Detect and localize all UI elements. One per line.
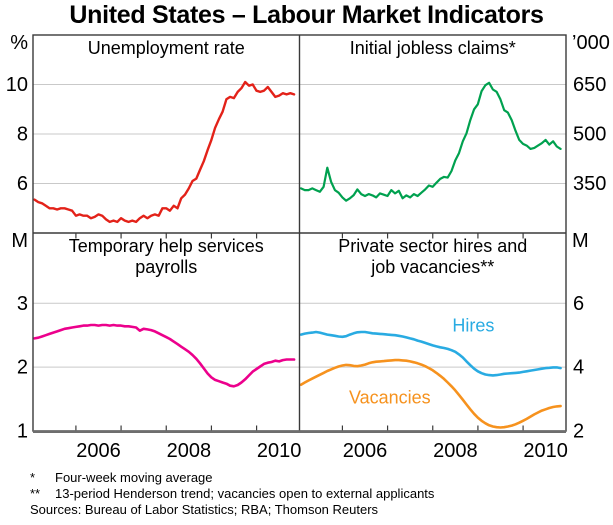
- vacancies-line: [299, 358, 562, 429]
- panel-title: Private sector hires and: [338, 236, 527, 256]
- footnotes: * Four-week moving average ** 13-period …: [30, 470, 605, 518]
- jobless-claims-line: [299, 81, 562, 202]
- x-tick-label: 2010: [523, 440, 568, 462]
- panel-initial-jobless-claims: 350 500 650 ’000 Initial jobless claims*: [299, 32, 610, 202]
- y-tick-label: 500: [573, 124, 606, 146]
- axis-unit-label: M: [11, 230, 28, 252]
- x-tick-label: 2008: [433, 440, 478, 462]
- unemployment-line: [33, 80, 296, 224]
- hires-line: [299, 330, 562, 377]
- panel-title: Initial jobless claims*: [350, 38, 516, 58]
- sources-line: Sources: Bureau of Labor Statistics; RBA…: [30, 502, 379, 517]
- y-tick-label: 6: [17, 173, 28, 195]
- footnote-1: * Four-week moving average: [30, 470, 605, 486]
- y-tick-label: 10: [6, 74, 28, 96]
- axis-unit-label: M: [572, 230, 589, 252]
- footnote-2: ** 13-period Henderson trend; vacancies …: [30, 486, 605, 502]
- x-tick-label: 2006: [76, 440, 121, 462]
- panel-title: job vacancies**: [370, 257, 494, 277]
- footnote-1-marker: *: [30, 470, 36, 485]
- series-label-vacancies: Vacancies: [349, 387, 431, 407]
- chart-title: United States – Labour Market Indicators: [69, 1, 544, 29]
- footnote-2-marker: **: [30, 486, 41, 501]
- y-tick-label: 1: [17, 421, 28, 443]
- axis-unit-label: ’000: [572, 32, 610, 54]
- y-tick-label: 2: [17, 357, 28, 379]
- y-tick-label: 4: [573, 357, 584, 379]
- panel-title: Temporary help services: [69, 236, 264, 256]
- temp-help-payrolls-line: [33, 323, 296, 388]
- footnote-2-text: 13-period Henderson trend; vacancies ope…: [55, 486, 435, 501]
- panel-title: Unemployment rate: [88, 38, 245, 58]
- panel-unemployment-rate: 6 8 10% Unemployment rate: [6, 32, 300, 224]
- panel-title: payrolls: [135, 257, 197, 277]
- x-tick-label: 2010: [257, 440, 302, 462]
- footnote-1-text: Four-week moving average: [55, 470, 213, 485]
- y-tick-label: 350: [573, 173, 606, 195]
- x-tick-label: 2008: [167, 440, 212, 462]
- y-tick-label: 8: [17, 124, 28, 146]
- y-tick-label: 6: [573, 293, 584, 315]
- series-label-hires: Hires: [452, 316, 494, 336]
- y-tick-label: 3: [17, 293, 28, 315]
- x-tick-label: 2006: [343, 440, 388, 462]
- axis-unit-label: %: [10, 32, 28, 54]
- y-tick-label: 2: [573, 421, 584, 443]
- y-tick-label: 650: [573, 74, 606, 96]
